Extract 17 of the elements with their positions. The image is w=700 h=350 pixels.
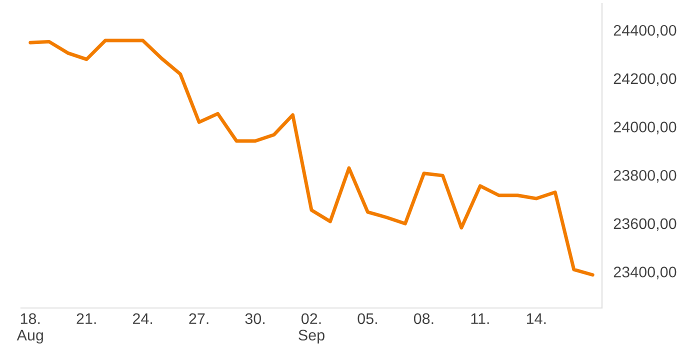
y-tick-label: 24000,00 bbox=[614, 122, 676, 134]
y-tick-label: 23400,00 bbox=[614, 266, 676, 280]
y-tick-label: 24200,00 bbox=[614, 73, 676, 86]
x-tick-label: 11. bbox=[471, 313, 489, 324]
y-tick-label: 23600,00 bbox=[614, 218, 676, 231]
x-tick-label: 05. bbox=[358, 313, 377, 324]
x-tick-label: 30. bbox=[245, 313, 264, 324]
x-tick-label: 18. Aug bbox=[16, 313, 43, 344]
line-series bbox=[28, 38, 594, 277]
x-tick-label: 08. bbox=[414, 313, 434, 324]
x-tick-label: 02. Sep bbox=[298, 313, 324, 344]
y-tick-label: 23800,00 bbox=[614, 170, 676, 183]
x-tick-label: 27. bbox=[189, 313, 208, 324]
x-tick-label: 21. bbox=[76, 313, 96, 324]
x-tick-label: 24. bbox=[132, 313, 152, 324]
x-tick-label: 14. bbox=[526, 313, 546, 324]
y-tick-label: 24400,00 bbox=[614, 24, 676, 38]
